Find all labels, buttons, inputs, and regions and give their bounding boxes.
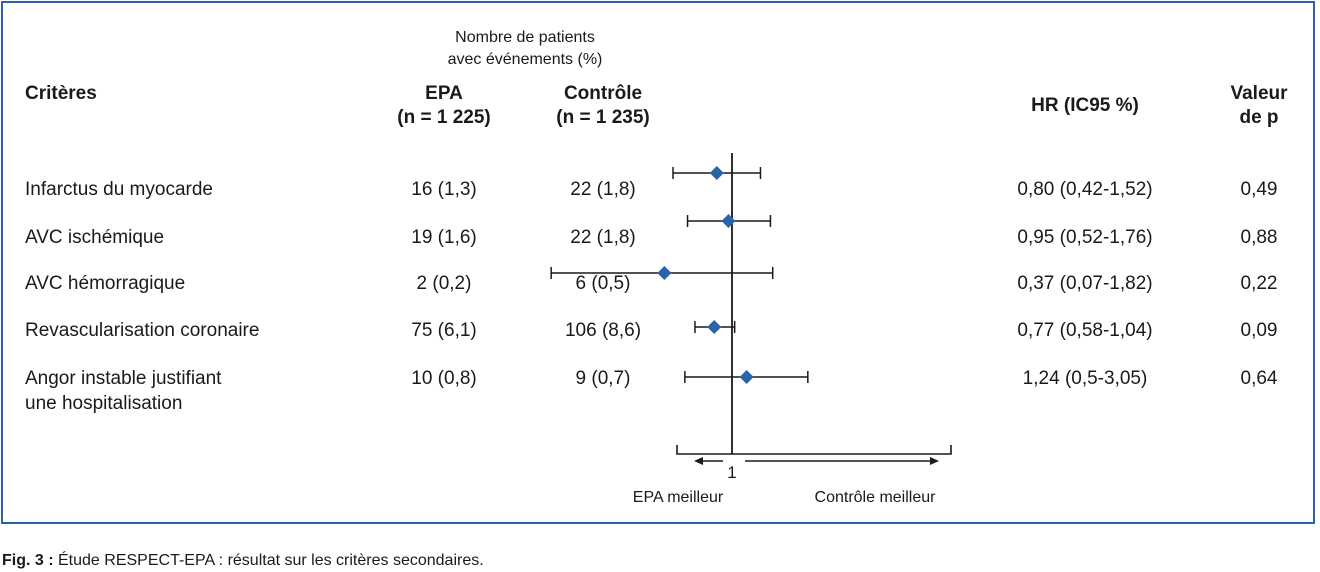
hr-point xyxy=(709,166,724,180)
row-label-line2: une hospitalisation xyxy=(25,393,183,414)
row-label: Revascularisation coronaire xyxy=(25,320,260,341)
left-arrowhead xyxy=(694,457,703,465)
epa-n: (n = 1 225) xyxy=(397,107,491,128)
row-control: 22 (1,8) xyxy=(570,179,636,200)
hr-point xyxy=(657,266,672,280)
control-better-label: Contrôle meilleur xyxy=(814,489,936,506)
axis-bracket xyxy=(676,445,952,455)
pvalue-header-line2: de p xyxy=(1239,107,1279,128)
row-hr: 0,80 (0,42-1,52) xyxy=(1017,179,1153,200)
row-control: 22 (1,8) xyxy=(570,227,636,248)
figure-caption: Fig. 3 : Étude RESPECT-EPA : résultat su… xyxy=(2,551,484,571)
row-hr: 1,24 (0,5-3,05) xyxy=(1022,368,1148,389)
row-epa: 19 (1,6) xyxy=(411,227,477,248)
row-p: 0,88 xyxy=(1240,227,1278,248)
row-hr: 0,77 (0,58-1,04) xyxy=(1017,320,1153,341)
forest-plot: 1 xyxy=(550,153,952,482)
caption-prefix: Fig. 3 : xyxy=(2,552,54,569)
figure-frame: Nombre de patients avec événements (%) C… xyxy=(1,1,1315,524)
epa-better-label: EPA meilleur xyxy=(632,489,724,506)
row-epa: 16 (1,3) xyxy=(411,179,477,200)
row-p: 0,64 xyxy=(1240,368,1278,389)
caption-text: Étude RESPECT-EPA : résultat sur les cri… xyxy=(53,552,484,569)
hr-point xyxy=(721,214,736,228)
row-hr: 0,95 (0,52-1,76) xyxy=(1017,227,1153,248)
row-epa: 10 (0,8) xyxy=(411,368,477,389)
control-header: Contrôle xyxy=(563,83,643,104)
row-epa: 75 (6,1) xyxy=(411,320,477,341)
row-epa: 2 (0,2) xyxy=(416,273,472,294)
row-control: 6 (0,5) xyxy=(575,273,631,294)
epa-header: EPA xyxy=(425,83,463,104)
pvalue-header-line1: Valeur xyxy=(1230,83,1288,104)
row-p: 0,22 xyxy=(1240,273,1278,294)
row-label: AVC hémorragique xyxy=(25,273,186,294)
group-title-line1: Nombre de patients xyxy=(455,29,595,46)
hr-point xyxy=(707,320,722,334)
right-arrowhead xyxy=(930,457,939,465)
hr-header: HR (IC95 %) xyxy=(1031,95,1139,116)
hr-point xyxy=(739,370,754,384)
control-n: (n = 1 235) xyxy=(556,107,650,128)
row-label: AVC ischémique xyxy=(25,227,165,248)
row-control: 9 (0,7) xyxy=(575,368,631,389)
row-label: Infarctus du myocarde xyxy=(25,179,213,200)
criteria-header: Critères xyxy=(25,83,97,104)
row-p: 0,49 xyxy=(1240,179,1278,200)
group-title-line2: avec événements (%) xyxy=(447,51,603,68)
row-hr: 0,37 (0,07-1,82) xyxy=(1017,273,1153,294)
row-label: Angor instable justifiant xyxy=(25,368,222,389)
row-p: 0,09 xyxy=(1240,320,1278,341)
reference-tick-label: 1 xyxy=(727,463,736,482)
row-control: 106 (8,6) xyxy=(564,320,642,341)
